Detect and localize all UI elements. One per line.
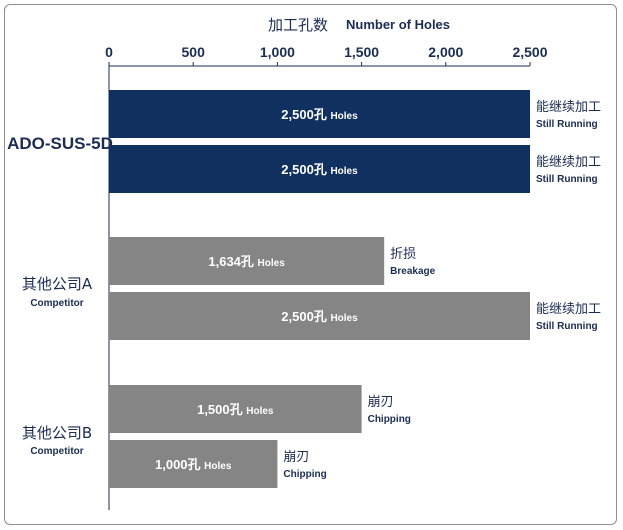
bar-value-number: 1,634孔 [208,254,257,269]
bar-value-unit: Holes [204,461,232,472]
category-sublabel: Competitor [30,446,83,457]
bar-value-unit: Holes [330,111,358,122]
bar-value-unit: Holes [330,166,358,177]
bar-value-number: 1,000孔 [155,457,204,472]
category-sublabel: Competitor [30,298,83,309]
status-label-cn: 崩刃 [368,395,394,410]
bar-value-label: 1,500孔 Holes [197,402,274,417]
x-axis: 0 500 1,000 1,500 2,000 2,500 [105,44,548,510]
bar-value-label: 1,000孔 Holes [155,457,232,472]
status-label-cn: 能继续加工 [536,100,601,115]
category-labels: ADO-SUS-5D 其他公司A Competitor 其他公司B Competitor [7,134,113,457]
category-label: ADO-SUS-5D [7,134,113,153]
x-tick-label: 2,500 [512,44,547,60]
bar-value-number: 2,500孔 [281,107,330,122]
status-label-cn: 能继续加工 [536,302,601,317]
bar [109,90,530,138]
bar [109,292,530,340]
x-tick-label: 1,500 [344,44,379,60]
bar [109,440,278,488]
status-label-en: Still Running [536,321,598,332]
bar [109,385,362,433]
x-tick-label: 2,000 [428,44,463,60]
bar-value-number: 2,500孔 [281,162,330,177]
axis-title-en: Number of Holes [346,17,450,32]
category-label-cn: 其他公司B [22,424,92,442]
bar-value-number: 2,500孔 [281,309,330,324]
bars: 2,500孔 Holes 能继续加工 Still Running 2,500孔 Hol… [109,90,601,488]
status-label-en: Breakage [390,266,435,277]
status-label-en: Still Running [536,119,598,130]
bar-value-number: 1,500孔 [197,402,246,417]
status-label-en: Still Running [536,174,598,185]
status-label-cn: 能继续加工 [536,155,601,170]
axis-title-cn: 加工孔数 [268,16,328,34]
bar-value-unit: Holes [246,406,274,417]
bar-value-unit: Holes [330,313,358,324]
x-tick-label: 0 [105,44,113,60]
bar-value-label: 2,500孔 Holes [281,309,358,324]
status-label-cn: 崩刃 [283,450,309,465]
status-label-cn: 折损 [390,247,416,262]
bar [109,237,385,285]
axis-title: 加工孔数 Number of Holes [268,16,450,34]
category-label-cn: 其他公司A [22,275,93,293]
bar-value-label: 2,500孔 Holes [281,162,358,177]
bar-value-label: 2,500孔 Holes [281,107,358,122]
bar-value-unit: Holes [258,258,286,269]
status-label-en: Chipping [368,414,411,425]
x-tick-label: 500 [182,44,206,60]
bar [109,145,530,193]
status-label-en: Chipping [283,469,326,480]
x-tick-label: 1,000 [260,44,295,60]
bar-value-label: 1,634孔 Holes [208,254,285,269]
